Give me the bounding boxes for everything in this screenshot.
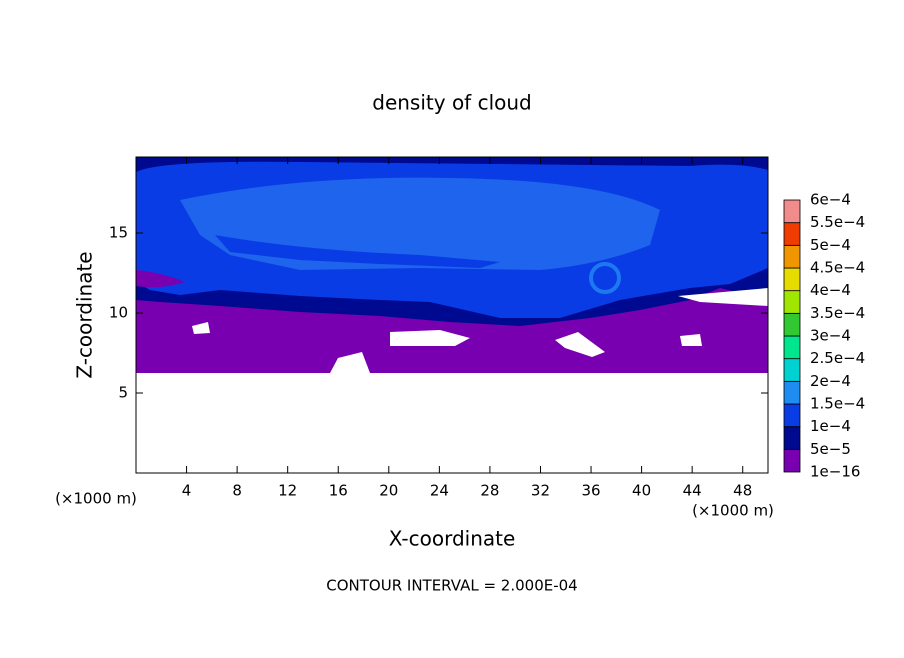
colorbar-label: 2.5e−4 bbox=[810, 349, 865, 367]
colorbar-segment bbox=[783, 426, 801, 450]
colorbar-label: 1e−16 bbox=[810, 463, 860, 481]
colorbar-label: 6e−4 bbox=[810, 191, 851, 209]
x-tick-label: 24 bbox=[430, 482, 449, 500]
x-tick-label: 36 bbox=[581, 482, 600, 500]
chart-title: density of cloud bbox=[372, 91, 531, 115]
colorbar-segment bbox=[783, 222, 801, 246]
x-tick-label: 48 bbox=[733, 482, 752, 500]
y-tick-label: 10 bbox=[109, 304, 128, 322]
colorbar-label: 4.5e−4 bbox=[810, 259, 865, 277]
colorbar-segment bbox=[783, 358, 801, 382]
x-unit: (×1000 m) bbox=[692, 502, 774, 520]
colorbar-segment bbox=[783, 448, 801, 473]
colorbar-label: 5e−5 bbox=[810, 440, 851, 458]
y-axis-label: Z-coordinate bbox=[73, 251, 97, 378]
y-tick-label: 5 bbox=[118, 384, 128, 402]
colorbar-segment bbox=[783, 290, 801, 314]
x-tick-label: 28 bbox=[480, 482, 499, 500]
colorbar-segment bbox=[783, 335, 801, 360]
colorbar-label: 3.5e−4 bbox=[810, 304, 865, 322]
y-unit: (×1000 m) bbox=[55, 490, 137, 508]
x-tick-label: 8 bbox=[232, 482, 242, 500]
x-tick-label: 4 bbox=[182, 482, 192, 500]
x-axis-label: X-coordinate bbox=[389, 527, 516, 551]
x-tick-label: 20 bbox=[379, 482, 398, 500]
colorbar-segment bbox=[783, 199, 801, 224]
colorbar-segment bbox=[783, 312, 801, 337]
footer: CONTOUR INTERVAL = 2.000E-04 bbox=[326, 577, 577, 595]
x-tick-label: 44 bbox=[683, 482, 702, 500]
x-tick-label: 40 bbox=[632, 482, 651, 500]
colorbar-label: 5e−4 bbox=[810, 236, 851, 254]
colorbar-label: 1.5e−4 bbox=[810, 395, 865, 413]
x-tick-label: 16 bbox=[329, 482, 348, 500]
x-tick-label: 32 bbox=[531, 482, 550, 500]
colorbar-segment bbox=[783, 380, 801, 405]
y-tick-label: 15 bbox=[109, 224, 128, 242]
colorbar-label: 1e−4 bbox=[810, 417, 851, 435]
colorbar-label: 4e−4 bbox=[810, 281, 851, 299]
plot-frame bbox=[135, 156, 769, 474]
colorbar-label: 5.5e−4 bbox=[810, 213, 865, 231]
x-tick-label: 12 bbox=[278, 482, 297, 500]
colorbar-label: 3e−4 bbox=[810, 327, 851, 345]
colorbar-segment bbox=[783, 267, 801, 292]
colorbar-label: 2e−4 bbox=[810, 372, 851, 390]
colorbar-segment bbox=[783, 244, 801, 269]
contour-field bbox=[136, 157, 768, 473]
colorbar-segment bbox=[783, 403, 801, 428]
